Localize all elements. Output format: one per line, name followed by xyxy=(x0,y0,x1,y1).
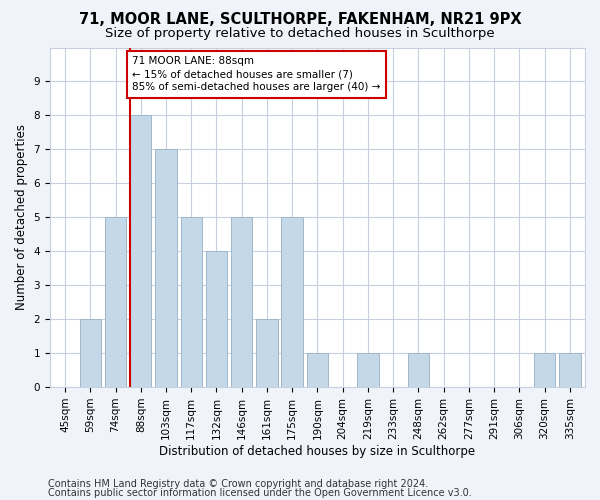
Bar xyxy=(357,353,379,387)
Y-axis label: Number of detached properties: Number of detached properties xyxy=(15,124,28,310)
Bar xyxy=(80,319,101,387)
Bar xyxy=(206,252,227,387)
Bar xyxy=(534,353,556,387)
Bar xyxy=(155,150,177,387)
Text: Contains public sector information licensed under the Open Government Licence v3: Contains public sector information licen… xyxy=(48,488,472,498)
Bar xyxy=(307,353,328,387)
Bar xyxy=(256,319,278,387)
Bar xyxy=(105,218,126,387)
Text: 71 MOOR LANE: 88sqm
← 15% of detached houses are smaller (7)
85% of semi-detache: 71 MOOR LANE: 88sqm ← 15% of detached ho… xyxy=(132,56,380,92)
Bar xyxy=(231,218,253,387)
Bar xyxy=(181,218,202,387)
Bar xyxy=(407,353,429,387)
Bar xyxy=(130,116,151,387)
Text: 71, MOOR LANE, SCULTHORPE, FAKENHAM, NR21 9PX: 71, MOOR LANE, SCULTHORPE, FAKENHAM, NR2… xyxy=(79,12,521,28)
Text: Contains HM Land Registry data © Crown copyright and database right 2024.: Contains HM Land Registry data © Crown c… xyxy=(48,479,428,489)
X-axis label: Distribution of detached houses by size in Sculthorpe: Distribution of detached houses by size … xyxy=(160,444,476,458)
Text: Size of property relative to detached houses in Sculthorpe: Size of property relative to detached ho… xyxy=(105,28,495,40)
Bar xyxy=(559,353,581,387)
Bar xyxy=(281,218,303,387)
